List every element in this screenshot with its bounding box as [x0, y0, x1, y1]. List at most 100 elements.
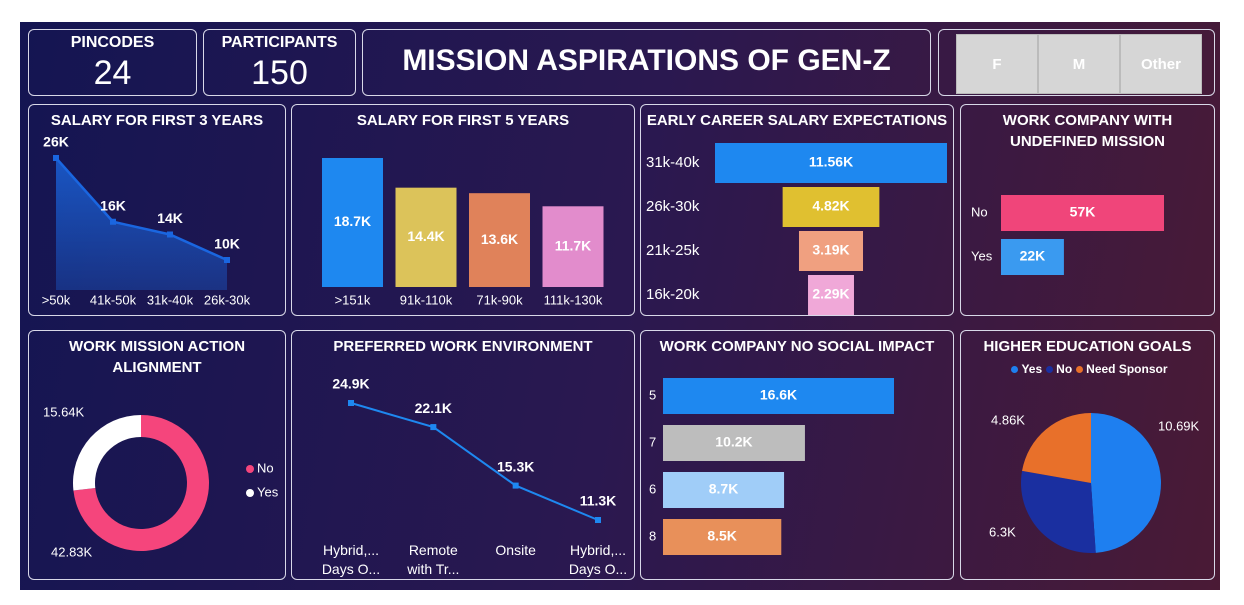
data-label: 10K — [214, 236, 240, 252]
category-label: 5 — [649, 387, 656, 402]
data-label: 11.3K — [580, 493, 617, 509]
chart: 18.7K >151k 14.4K 91k-110k 13.6K 71k-90k 11.7K… — [322, 158, 604, 307]
point — [53, 155, 59, 161]
chart-panel: 42.83K 15.64K No Yes WORK MISSION ACTION ALI… — [28, 330, 286, 580]
data-label: 13.6K — [481, 231, 518, 247]
chart-title: WORK MISSION ACTION ALIGNMENT — [68, 338, 246, 376]
legend-label: No — [257, 460, 274, 475]
x-tick-label: 71k-90k — [476, 292, 523, 307]
category-label: 6 — [649, 481, 656, 496]
slicer-card: F M Other — [938, 29, 1215, 96]
data-label: 14K — [157, 210, 183, 226]
kpi-value: 150 — [251, 54, 308, 92]
data-label: 11.56K — [809, 154, 853, 170]
data-label: 26K — [43, 134, 69, 150]
chart: 10.69K 6.3K 4.86K — [989, 412, 1200, 553]
x-tick-label: 41k-50k — [90, 292, 137, 307]
legend-marker — [246, 489, 254, 497]
category-label: 31k-40k — [646, 154, 700, 171]
line — [350, 402, 599, 521]
data-label: 6.3K — [989, 524, 1016, 539]
legend-label: Yes — [257, 484, 279, 499]
kpi-value: 24 — [93, 54, 132, 92]
slice — [73, 415, 141, 491]
bar — [663, 472, 785, 508]
bar — [469, 193, 530, 287]
chart-title: HIGHER EDUCATION GOALS — [983, 338, 1192, 355]
point — [167, 231, 173, 238]
bar — [663, 378, 894, 414]
slice — [1022, 413, 1091, 483]
slicer-button[interactable]: M — [1038, 34, 1120, 94]
line — [55, 157, 228, 262]
chart-panel: 10.69K 6.3K 4.86K HIGHER EDUCATION GOALS Yes… — [960, 330, 1215, 580]
data-label: 16.6K — [760, 387, 797, 403]
point — [348, 400, 354, 406]
chart-panel: 26K >50k 16K 41k-50k 14K 31k-40k 10K 26k-30k SAL… — [28, 104, 286, 316]
slice — [73, 415, 210, 551]
category-label: 26k-30k — [646, 198, 700, 215]
legend-marker — [1011, 366, 1019, 373]
slicer-button[interactable]: F — [956, 34, 1038, 94]
data-label: 8.7K — [709, 481, 739, 497]
data-label: 22.1K — [415, 400, 452, 416]
funnel-bar — [715, 143, 947, 183]
category-label: Yes — [971, 248, 993, 263]
bar — [663, 425, 805, 461]
x-tick-label: 26k-30k — [204, 292, 251, 307]
bar — [1001, 239, 1064, 275]
dashboard-title: MISSION ASPIRATIONS OF GEN-Z — [402, 44, 891, 77]
bar — [663, 519, 782, 555]
data-label: 8.5K — [707, 528, 737, 544]
x-tick-label: >50k — [42, 292, 71, 307]
x-tick-label: Onsite — [495, 542, 536, 558]
chart: 26K >50k 16K 41k-50k 14K 31k-40k 10K 26k-30k — [42, 134, 251, 308]
funnel-bar — [798, 231, 864, 271]
slice — [1091, 413, 1161, 553]
legend: Yes No Need Sponsor — [961, 362, 1214, 376]
x-tick-label: Hybrid,... Days O... — [321, 542, 381, 577]
category-label: No — [971, 204, 988, 219]
chart-title: SALARY FOR FIRST 3 YEARS — [50, 112, 264, 129]
chart-panel: 16.6K 5 10.2K 7 8.7K 6 8.5K 8 WORK COMPANY NO SO… — [640, 330, 954, 580]
data-label: 2.29K — [812, 286, 849, 302]
data-label: 57K — [1070, 204, 1096, 220]
area-fill — [56, 158, 227, 290]
data-label: 42.83K — [51, 544, 93, 559]
x-tick-label: Hybrid,... Days O... — [568, 542, 628, 577]
chart-panel: 11.56K 31k-40k 4.82K 26k-30k 3.19K 21k-25k 2.2… — [640, 104, 954, 316]
chart-panel: 18.7K >151k 14.4K 91k-110k 13.6K 71k-90k 11.7K… — [291, 104, 635, 316]
bar — [1001, 195, 1164, 231]
chart-panel: 24.9K 22.1K 15.3K 11.3K PREFERRED WORK ENVIR… — [291, 330, 635, 580]
chart-panel: 57K No 22K Yes WORK COMPANY WITH UNDEFINED M… — [960, 104, 1215, 316]
x-tick-label: 31k-40k — [147, 292, 194, 307]
funnel-bar — [782, 187, 880, 227]
x-tick-label: >151k — [335, 292, 371, 307]
legend-marker — [246, 465, 254, 473]
slicer-button[interactable]: Other — [1120, 34, 1202, 94]
legend-label: Yes — [1021, 362, 1043, 376]
point — [595, 517, 601, 523]
point — [224, 257, 230, 263]
data-label: 10.2K — [715, 434, 752, 450]
category-label: 16k-20k — [646, 286, 700, 303]
chart-title: PREFERRED WORK ENVIRONMENT — [333, 338, 593, 355]
chart-title: EARLY CAREER SALARY EXPECTATIONS — [646, 112, 948, 129]
data-label: 22K — [1020, 248, 1046, 264]
legend-marker — [1076, 366, 1084, 373]
x-tick-label: Remote with Tr... — [407, 542, 460, 577]
data-label: 10.69K — [1158, 418, 1200, 433]
data-label: 11.7K — [555, 237, 592, 253]
kpi-card: PINCODES 24 — [28, 29, 197, 96]
point — [512, 482, 519, 489]
data-label: 4.82K — [812, 198, 849, 214]
funnel-bar — [808, 275, 854, 315]
chart: 42.83K 15.64K No Yes — [43, 404, 279, 559]
chart: 57K No 22K Yes — [971, 195, 1164, 275]
data-label: 3.19K — [812, 242, 849, 258]
chart: 16.6K 5 10.2K 7 8.7K 6 8.5K 8 — [649, 378, 894, 555]
data-label: 15.64K — [43, 404, 85, 419]
x-tick-label: 111k-130k — [544, 292, 603, 307]
title-card: MISSION ASPIRATIONS OF GEN-Z — [362, 29, 931, 96]
